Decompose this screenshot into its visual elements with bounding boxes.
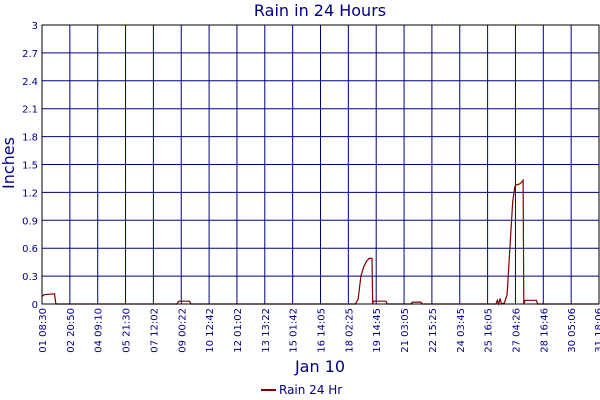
y-tick-label: 1.5 [22,161,38,172]
x-tick-labels: 01 08:30 02 20:50 04 09:10 05 21:30 07 12:02… [38,308,600,353]
legend: Rain 24 Hr [261,383,342,397]
x-tick-label: 13 13:22 [261,308,272,353]
plot-frame [41,24,600,305]
x-tick-label: 28 16:46 [539,308,550,353]
x-tick-label: 10 12:42 [205,308,216,353]
x-tick-label: 19 14:45 [372,308,383,353]
y-tick-label: 0 [32,300,38,311]
x-tick-label: 12 01:02 [233,308,244,353]
x-tick-label: 31 18:06 [594,308,600,353]
x-tick-label: 22 15:25 [428,308,439,353]
x-tick-label: 24 03:45 [456,308,467,353]
y-tick-label: 2.1 [22,105,38,116]
x-tick-label: 02 20:50 [66,308,77,353]
x-tick-label: 27 04:26 [511,308,522,353]
x-tick-label: 01 08:30 [38,308,49,353]
chart-title: Rain in 24 Hours [254,1,386,20]
y-tick-label: 0.9 [22,216,38,227]
y-tick-label: 0.3 [22,272,38,283]
x-tick-label: 25 16:05 [484,308,495,353]
y-axis-label: Inches [0,137,18,189]
x-tick-label: 07 12:02 [149,308,160,353]
x-tick-label: 21 03:05 [400,308,411,353]
y-tick-label: 2.4 [22,77,38,88]
y-tick-labels: 0 0.3 0.6 0.9 1.2 1.5 1.8 2.1 2.4 2.7 3 [22,21,38,311]
y-tick-label: 0.6 [22,244,38,255]
y-tick-label: 1.8 [22,133,38,144]
x-tick-label: 18 02:25 [344,308,355,353]
y-tick-label: 2.7 [22,49,38,60]
y-tick-label: 1.2 [22,188,38,199]
x-axis-label: Jan 10 [294,357,345,376]
y-tick-label: 3 [32,21,38,32]
x-tick-label: 15 01:42 [289,308,300,353]
x-tick-label: 04 09:10 [94,308,105,353]
grid [41,24,600,305]
legend-label: Rain 24 Hr [279,383,342,397]
x-tick-label: 05 21:30 [122,308,133,353]
x-tick-label: 30 05:06 [567,308,578,353]
x-tick-label: 16 14:05 [317,308,328,353]
x-tick-label: 09 00:22 [177,308,188,353]
